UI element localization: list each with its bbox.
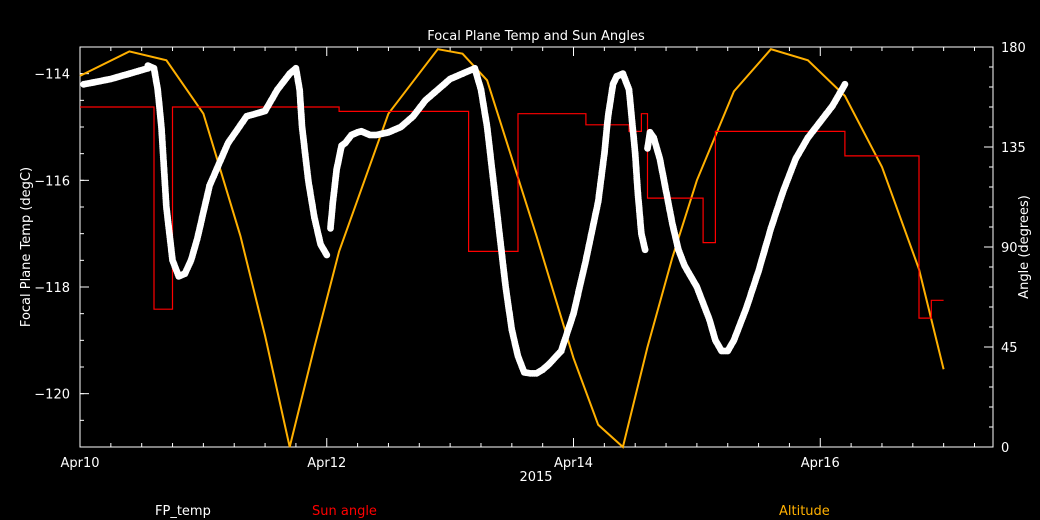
fp-temp-point xyxy=(323,251,331,259)
fp-temp-point xyxy=(641,246,649,254)
chart-title: Focal Plane Temp and Sun Angles xyxy=(427,29,645,44)
y2-axis-ticks: 0 45 90 135 180 xyxy=(984,41,1026,456)
x-tick-label: Apr12 xyxy=(307,456,346,471)
y2-tick-label: 90 xyxy=(1001,241,1018,256)
y-tick-label: −114 xyxy=(34,68,70,83)
series-altitude-line xyxy=(79,48,945,449)
y-axis-label: Focal Plane Temp (degC) xyxy=(19,167,34,327)
y-axis-ticks: −114 −116 −118 −120 xyxy=(34,46,89,448)
y2-axis-label: Angle (degrees) xyxy=(1017,195,1032,299)
x-axis-ticks: Apr10 Apr12 Apr14 Apr16 xyxy=(60,47,975,471)
legend: FP_temp Sun angle Altitude xyxy=(155,504,830,519)
legend-sun-angle: Sun angle xyxy=(312,504,377,519)
y-tick-label: −120 xyxy=(34,388,70,403)
series-sun-angle-line xyxy=(80,106,944,319)
y-tick-label: −116 xyxy=(34,174,70,189)
x-tick-label: Apr10 xyxy=(60,456,99,471)
legend-altitude: Altitude xyxy=(779,504,830,519)
y-tick-label: −118 xyxy=(34,281,70,296)
x-tick-label: Apr14 xyxy=(554,456,593,471)
fp-temp-point xyxy=(841,80,849,88)
y2-tick-label: 135 xyxy=(1001,141,1026,156)
y2-tick-label: 45 xyxy=(1001,341,1018,356)
legend-fp-temp: FP_temp xyxy=(155,504,211,519)
x-axis-label: 2015 xyxy=(519,470,552,485)
y2-tick-label: 180 xyxy=(1001,41,1026,56)
plot-area xyxy=(79,48,945,449)
x-tick-label: Apr16 xyxy=(801,456,840,471)
y2-tick-label: 0 xyxy=(1001,441,1009,456)
